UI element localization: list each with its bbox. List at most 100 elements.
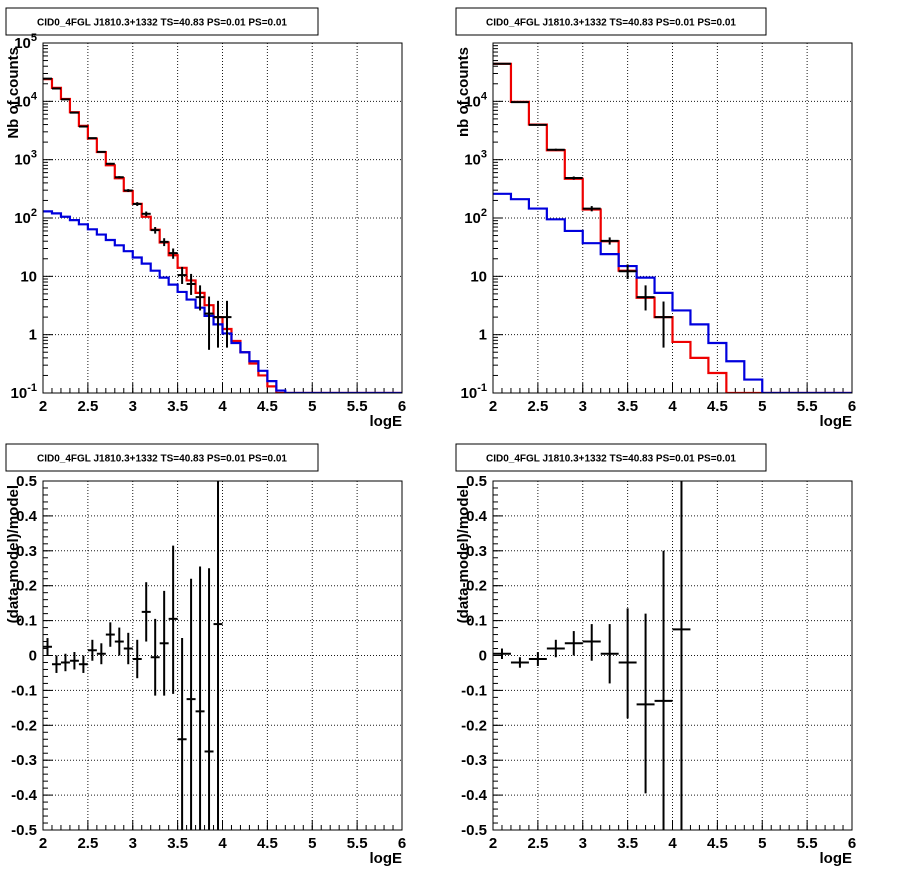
x-tick-label: 2 [489,398,497,415]
x-tick-label: 3.5 [167,398,188,415]
chart-title: CID0_4FGL J1810.3+1332 TS=40.83 PS=0.01 … [37,454,287,465]
x-axis-title: logE [370,413,403,430]
x-tick-label: 4 [218,835,227,852]
y-tick-label: -0.1 [461,682,487,699]
plot-area [493,481,691,830]
data-point [564,631,583,656]
chart-title: CID0_4FGL J1810.3+1332 TS=40.83 PS=0.01 … [37,18,287,29]
chart-title-box [5,443,319,472]
chart-title: CID0_4FGL J1810.3+1332 TS=40.83 PS=0.01 … [486,454,736,465]
y-axis-title: Nb of counts [5,47,22,139]
data-point [132,639,142,679]
y-tick-label: 103 [14,149,37,169]
y-tick-label: 0.5 [16,473,37,490]
data-point [168,248,178,259]
data-point [510,101,529,104]
x-tick-label: 5.5 [347,398,368,415]
data-point [51,655,61,673]
data-point [69,652,79,670]
data-point [654,550,673,830]
plot-frame [492,42,853,394]
x-tick-label: 5 [758,835,766,852]
data-point [168,545,178,694]
x-tick-label: 5 [308,398,316,415]
x-tick-label: 6 [398,835,406,852]
data-point [132,202,142,206]
plot-area [43,481,223,830]
data-point [493,648,511,659]
x-tick-label: 2 [489,835,497,852]
x-tick-label: 5 [758,398,766,415]
data-point [510,657,529,668]
data-point [528,123,547,126]
plot-area [43,77,402,393]
data-point [186,578,196,830]
data-point [87,639,97,661]
y-tick-label: 0.1 [466,613,487,630]
x-tick-label: 2 [39,398,47,415]
y-tick-label: 1 [479,327,487,344]
plot-area [493,62,852,393]
data-point [177,638,187,830]
y-tick-label: 0 [479,648,487,665]
data-point [546,148,565,151]
chart-title: CID0_4FGL J1810.3+1332 TS=40.83 PS=0.01 … [486,18,736,29]
series-source-model [43,210,402,393]
y-axis-title: (data-model)/model [5,485,22,623]
x-tick-label: 2.5 [77,835,98,852]
chart-panel-4: CID0_4FGL J1810.3+1332 TS=40.83 PS=0.01 … [455,443,856,867]
data-point [204,296,214,350]
data-point [618,264,637,280]
x-tick-label: 4 [668,835,677,852]
data-point [186,273,196,295]
x-tick-label: 5.5 [797,398,818,415]
data-point [141,211,151,217]
y-tick-label: -0.2 [11,717,37,734]
y-tick-label: 10-1 [11,382,37,402]
data-point [78,655,88,673]
x-tick-label: 3 [129,835,137,852]
data-point [87,137,97,140]
y-tick-label: 0.5 [466,473,487,490]
data-point [600,237,619,245]
x-tick-label: 4.5 [257,398,278,415]
data-point [43,638,52,656]
data-point [105,162,115,165]
x-axis-title: logE [820,413,853,430]
y-tick-label: 0.4 [16,508,38,525]
y-tick-label: 0.2 [16,578,37,595]
data-point [96,643,106,665]
x-tick-label: 5 [308,835,316,852]
x-tick-label: 2 [39,835,47,852]
data-point [159,590,169,696]
data-point [150,618,160,696]
y-axis-title: nb of counts [455,47,472,137]
x-tick-label: 3 [579,398,587,415]
x-tick-label: 5.5 [347,835,368,852]
data-point [582,624,601,661]
x-tick-label: 6 [848,398,856,415]
y-tick-label: 0 [29,648,37,665]
data-point [150,227,160,234]
data-point [159,238,169,247]
y-tick-label: -0.2 [461,717,487,734]
chart-panel-1: CID0_4FGL J1810.3+1332 TS=40.83 PS=0.01 … [5,7,406,430]
x-tick-label: 4 [668,398,677,415]
plot-frame [492,480,853,831]
plot-frame [42,42,403,394]
data-point [213,481,223,830]
y-tick-label: -0.4 [11,787,38,804]
x-tick-label: 2.5 [77,398,98,415]
chart-title-box [455,443,767,472]
data-point [114,176,124,179]
y-tick-label: -0.1 [11,682,37,699]
x-tick-label: 2.5 [527,398,548,415]
data-point [582,206,601,212]
y-tick-label: 10 [20,268,37,285]
data-point [528,652,547,666]
chart-panel-2: CID0_4FGL J1810.3+1332 TS=40.83 PS=0.01 … [455,7,856,430]
x-tick-label: 3 [129,398,137,415]
y-tick-label: 1 [29,327,37,344]
data-point [177,266,187,284]
